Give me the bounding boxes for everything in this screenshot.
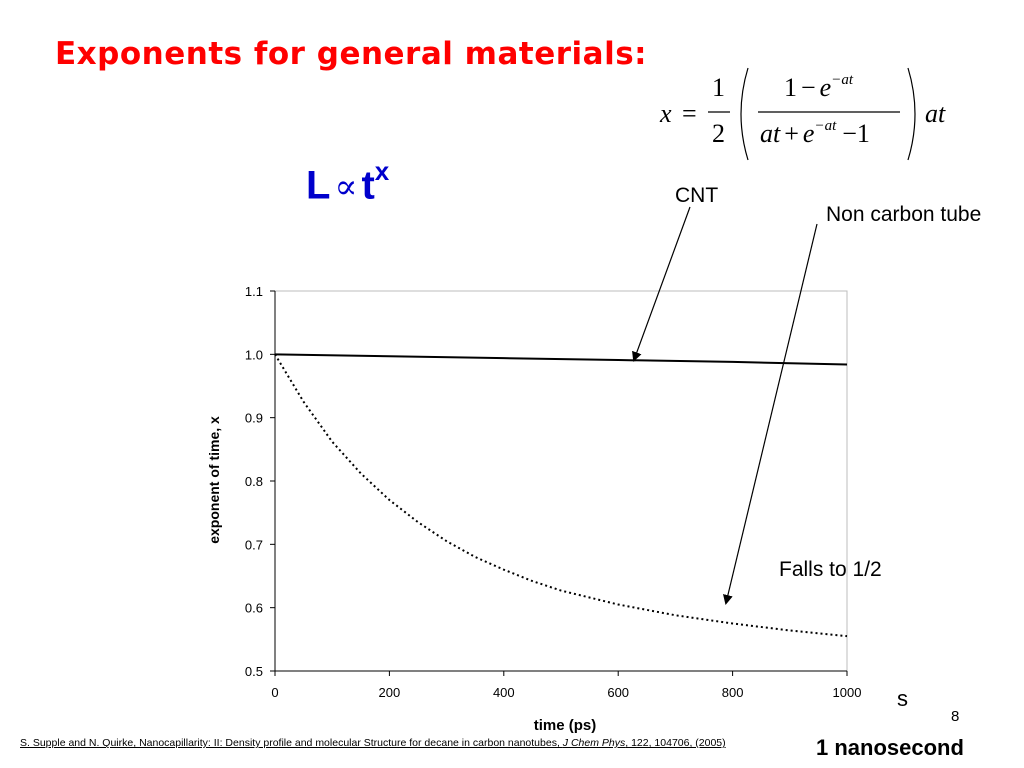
exponent-formula: x = 1 2 1− e−at at + e−at −1 at bbox=[659, 67, 946, 161]
citation-authors: S. Supple and N. Quirke, Nanocapillarity… bbox=[20, 737, 563, 749]
x-tick-label: 800 bbox=[722, 685, 744, 700]
slide-title: Exponents for general materials: bbox=[55, 36, 648, 72]
x-tick-label: 600 bbox=[607, 685, 629, 700]
x-tick-label: 0 bbox=[271, 685, 278, 700]
x-axis-label: time (ps) bbox=[534, 717, 597, 734]
x-tick-label: 200 bbox=[379, 685, 401, 700]
prop-exponent: x bbox=[374, 156, 390, 186]
proportionality-statement: L ∝ tx bbox=[306, 156, 389, 208]
citation-rest: , 122, 104706, (2005) bbox=[625, 737, 726, 749]
nanosecond-note: 1 nanosecond bbox=[816, 735, 964, 760]
non-carbon-series-line bbox=[274, 353, 848, 638]
right-paren-icon bbox=[907, 67, 916, 161]
y-tick-label: 0.8 bbox=[245, 474, 263, 489]
left-paren-icon bbox=[740, 67, 749, 161]
cnt-arrow bbox=[632, 206, 691, 362]
y-tick-label: 1.1 bbox=[245, 284, 263, 299]
y-tick-label: 0.7 bbox=[245, 537, 263, 552]
seconds-unit-label: s bbox=[897, 686, 908, 711]
y-axis-label: exponent of time, x bbox=[206, 416, 222, 544]
y-tick-label: 0.9 bbox=[245, 411, 263, 426]
y-tick-label: 0.6 bbox=[245, 601, 263, 616]
plot-area bbox=[274, 290, 848, 672]
cnt-label: CNT bbox=[675, 184, 719, 207]
citation: S. Supple and N. Quirke, Nanocapillarity… bbox=[20, 737, 726, 749]
formula-half-den: 2 bbox=[712, 119, 725, 148]
prop-lhs: L bbox=[306, 163, 331, 208]
prop-base: t bbox=[361, 163, 375, 208]
y-tick-label: 1.0 bbox=[245, 347, 263, 362]
formula-tail: at bbox=[925, 99, 946, 128]
svg-text:1−e−at: 1− e−at bbox=[784, 72, 854, 102]
citation-journal: J Chem Phys bbox=[562, 737, 626, 749]
formula-equals: = bbox=[682, 99, 697, 128]
non-carbon-tube-label: Non carbon tube bbox=[826, 203, 982, 226]
x-tick-label: 1000 bbox=[833, 685, 862, 700]
non-carbon-arrow bbox=[723, 223, 818, 605]
cnt-series-line bbox=[274, 353, 848, 366]
x-tick-label: 400 bbox=[493, 685, 515, 700]
formula-half-num: 1 bbox=[712, 73, 725, 102]
svg-text:at+e−at−1: at + e−at −1 bbox=[760, 118, 870, 148]
page-number: 8 bbox=[951, 708, 960, 725]
proportional-icon: ∝ bbox=[334, 167, 358, 208]
y-tick-label: 0.5 bbox=[245, 664, 263, 679]
falls-label: Falls to 1/2 bbox=[779, 558, 882, 581]
formula-lhs: x bbox=[659, 99, 672, 128]
